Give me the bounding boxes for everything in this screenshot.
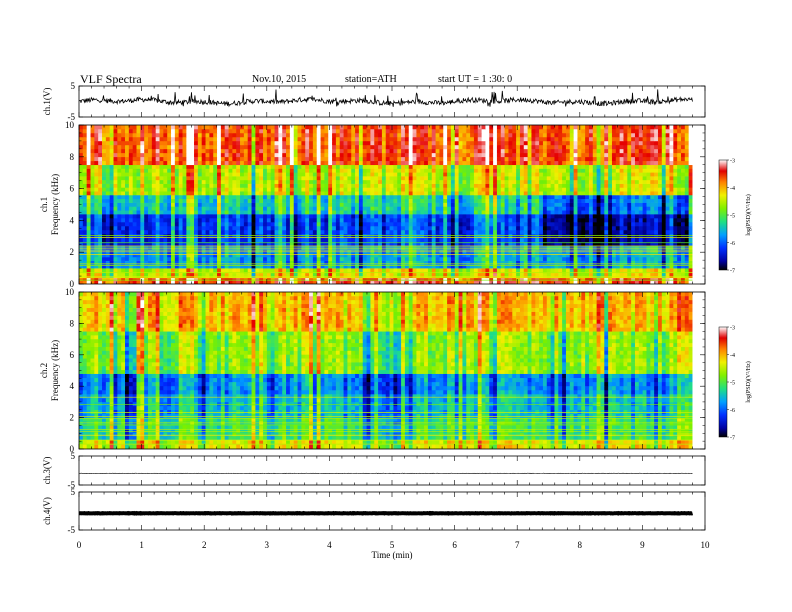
ch2-spectrogram-ytick-label: 4	[70, 381, 75, 391]
ch2-spectrogram-colorbar-label: log(PSD)(V²/Hz)	[745, 361, 752, 402]
time-axis-tick-label: 7	[515, 540, 520, 550]
ch4-waveform-ytick-label: 5	[71, 487, 76, 497]
ch2-spectrogram-colorbar-tick: -3	[730, 326, 735, 332]
time-axis-tick-label: 4	[327, 540, 332, 550]
ch1-spectrogram-ytick-label: 6	[70, 184, 75, 194]
ch4-waveform-frame	[78, 491, 706, 531]
ch4-waveform-ylabel: ch.4(V)	[42, 497, 52, 525]
ch3-waveform-panel: 5 -5 ch.3(V)	[42, 451, 706, 490]
ch1-waveform-ytick-label: -5	[68, 112, 76, 122]
ch1-spectrogram-colorbar-tick: -4	[730, 186, 735, 192]
ch1-spectrogram-ytick-label: 2	[70, 247, 75, 257]
ch1-spectrogram-panel: 0 2 4 6 8 10 ch.1 Frequency (kHz) -3 -4 -5 -6 -7 log(…	[39, 120, 752, 289]
time-axis-tick-label: 0	[77, 540, 82, 550]
ch1-spectrogram-ytick-label: 8	[70, 152, 75, 162]
time-axis-tick-label: 1	[139, 540, 144, 550]
ch2-spectrogram-ytick-label: 8	[70, 318, 75, 328]
ch1-waveform-ytick-label: 5	[71, 81, 76, 91]
ch2-spectrogram-image	[79, 292, 693, 449]
ch1-spectrogram-ytick-label: 4	[70, 215, 75, 225]
ch1-spectrogram-ylabel-channel: ch.1	[39, 197, 49, 212]
figure-title: VLF Spectra	[80, 72, 142, 86]
time-axis-tick-label: 9	[640, 540, 645, 550]
ch2-spectrogram-colorbar-tick: -5	[730, 381, 735, 387]
time-axis-tick-label: 8	[578, 540, 583, 550]
time-axis-tick-label: 10	[701, 540, 711, 550]
ch3-waveform-ytick-label: 5	[71, 451, 76, 461]
ch2-spectrogram-colorbar: -3 -4 -5 -6 -7 log(PSD)(V²/Hz)	[718, 326, 752, 442]
ch1-spectrogram-colorbar: -3 -4 -5 -6 -7 log(PSD)(V²/Hz)	[718, 159, 752, 275]
time-axis-tick-label: 6	[452, 540, 457, 550]
station-label: station=ATH	[345, 74, 397, 85]
ch3-waveform-ylabel: ch.3(V)	[42, 457, 52, 485]
ch2-spectrogram-ytick-label: 10	[65, 287, 75, 297]
time-axis-tick-label: 5	[390, 540, 395, 550]
ch1-spectrogram-colorbar-tick: -6	[730, 241, 735, 247]
ch1-waveform-panel: 5 -5 ch.1(V)	[42, 81, 706, 122]
ch2-spectrogram-ytick-label: 2	[70, 413, 75, 423]
ch4-waveform-panel: 5 -5 ch.4(V)	[42, 487, 706, 535]
date-label: Nov.10, 2015	[252, 74, 307, 85]
ch1-waveform-ylabel: ch.1(V)	[42, 88, 52, 116]
ch1-spectrogram-ylabel-frequency: Frequency (kHz)	[50, 174, 60, 235]
ch4-waveform-ytick-label: -5	[68, 525, 76, 535]
time-axis-tick-label: 2	[202, 540, 207, 550]
ch1-spectrogram-colorbar-tick: -7	[730, 269, 735, 275]
start-time-label: start UT = 1 :30: 0	[438, 74, 513, 85]
ch1-spectrogram-colorbar-tick: -5	[730, 214, 735, 220]
ch2-spectrogram-ytick-label: 0	[70, 444, 75, 454]
time-axis-tick-label: 3	[265, 540, 270, 550]
ch2-spectrogram-colorbar-tick: -7	[730, 436, 735, 442]
ch2-spectrogram-ylabel-frequency: Frequency (kHz)	[50, 340, 60, 401]
ch1-spectrogram-ytick-label: 10	[65, 120, 75, 130]
time-axis-label: Time (min)	[372, 550, 413, 560]
ch3-waveform-ytick-label: -5	[68, 480, 76, 490]
ch1-spectrogram-ytick-label: 0	[70, 279, 75, 289]
ch1-spectrogram-image	[79, 125, 693, 284]
ch1-spectrogram-colorbar-label: log(PSD)(V²/Hz)	[745, 194, 752, 235]
ch2-spectrogram-colorbar-tick: -4	[730, 353, 735, 359]
ch2-spectrogram-panel: 0 2 4 6 8 10 ch.2 Frequency (kHz) -3 -4 -5 -6 -7 log(…	[39, 287, 752, 454]
time-axis: 0 1 2 3 4 5 6 7 8 9 10 Time (min)	[77, 540, 710, 560]
ch2-spectrogram-colorbar-tick: -6	[730, 408, 735, 414]
ch2-spectrogram-ylabel-channel: ch.2	[39, 363, 49, 378]
ch2-spectrogram-ytick-label: 6	[70, 350, 75, 360]
ch1-spectrogram-colorbar-tick: -3	[730, 159, 735, 165]
ch1-waveform-trace	[79, 89, 693, 108]
